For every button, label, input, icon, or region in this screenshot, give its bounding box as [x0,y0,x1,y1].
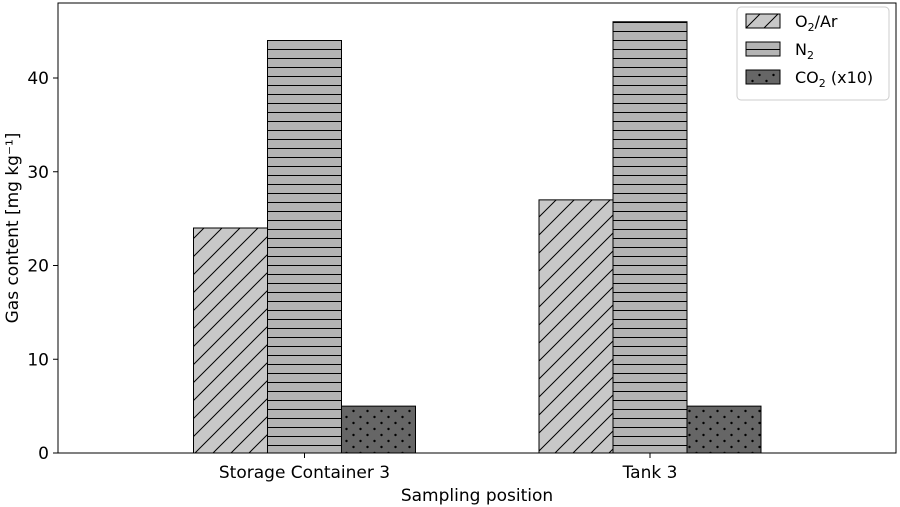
bar-co2-x10-tank-3 [686,405,762,454]
bar-co2-x10-storage-container-3 [341,405,416,454]
y-axis-label: Gas content [mg kg⁻¹] [3,133,23,324]
plot-frame [57,2,897,454]
legend-swatch-o2-ar [745,13,781,29]
bar-n2-storage-container-3 [267,40,342,454]
y-tick-label: 0 [38,444,49,464]
x-axis-label: Sampling position [401,486,553,506]
x-axis: Storage Container 3 Tank 3 [219,453,678,483]
x-tick-label: Storage Container 3 [219,463,390,483]
legend-label-o2-ar: O2/Ar [795,12,838,34]
bar-o2-ar-tank-3 [538,199,614,454]
y-axis: 0 10 20 30 40 [27,69,58,464]
bars-layer [193,21,762,454]
bar-o2-ar-storage-container-3 [193,227,268,454]
y-tick-label: 40 [27,69,49,89]
bar-n2-tank-3 [612,21,688,454]
y-tick-label: 30 [27,163,49,183]
legend-label-n2: N2 [795,40,814,62]
legend-swatch-co2-x10 [745,69,781,85]
legend: O2/Ar N2 CO2 (x10) [736,6,890,101]
legend-label-co2-x10: CO2 (x10) [795,68,873,90]
legend-swatch-n2 [745,41,781,57]
y-tick-label: 10 [27,350,49,370]
x-tick-label: Tank 3 [622,463,678,483]
y-tick-label: 20 [27,257,49,277]
